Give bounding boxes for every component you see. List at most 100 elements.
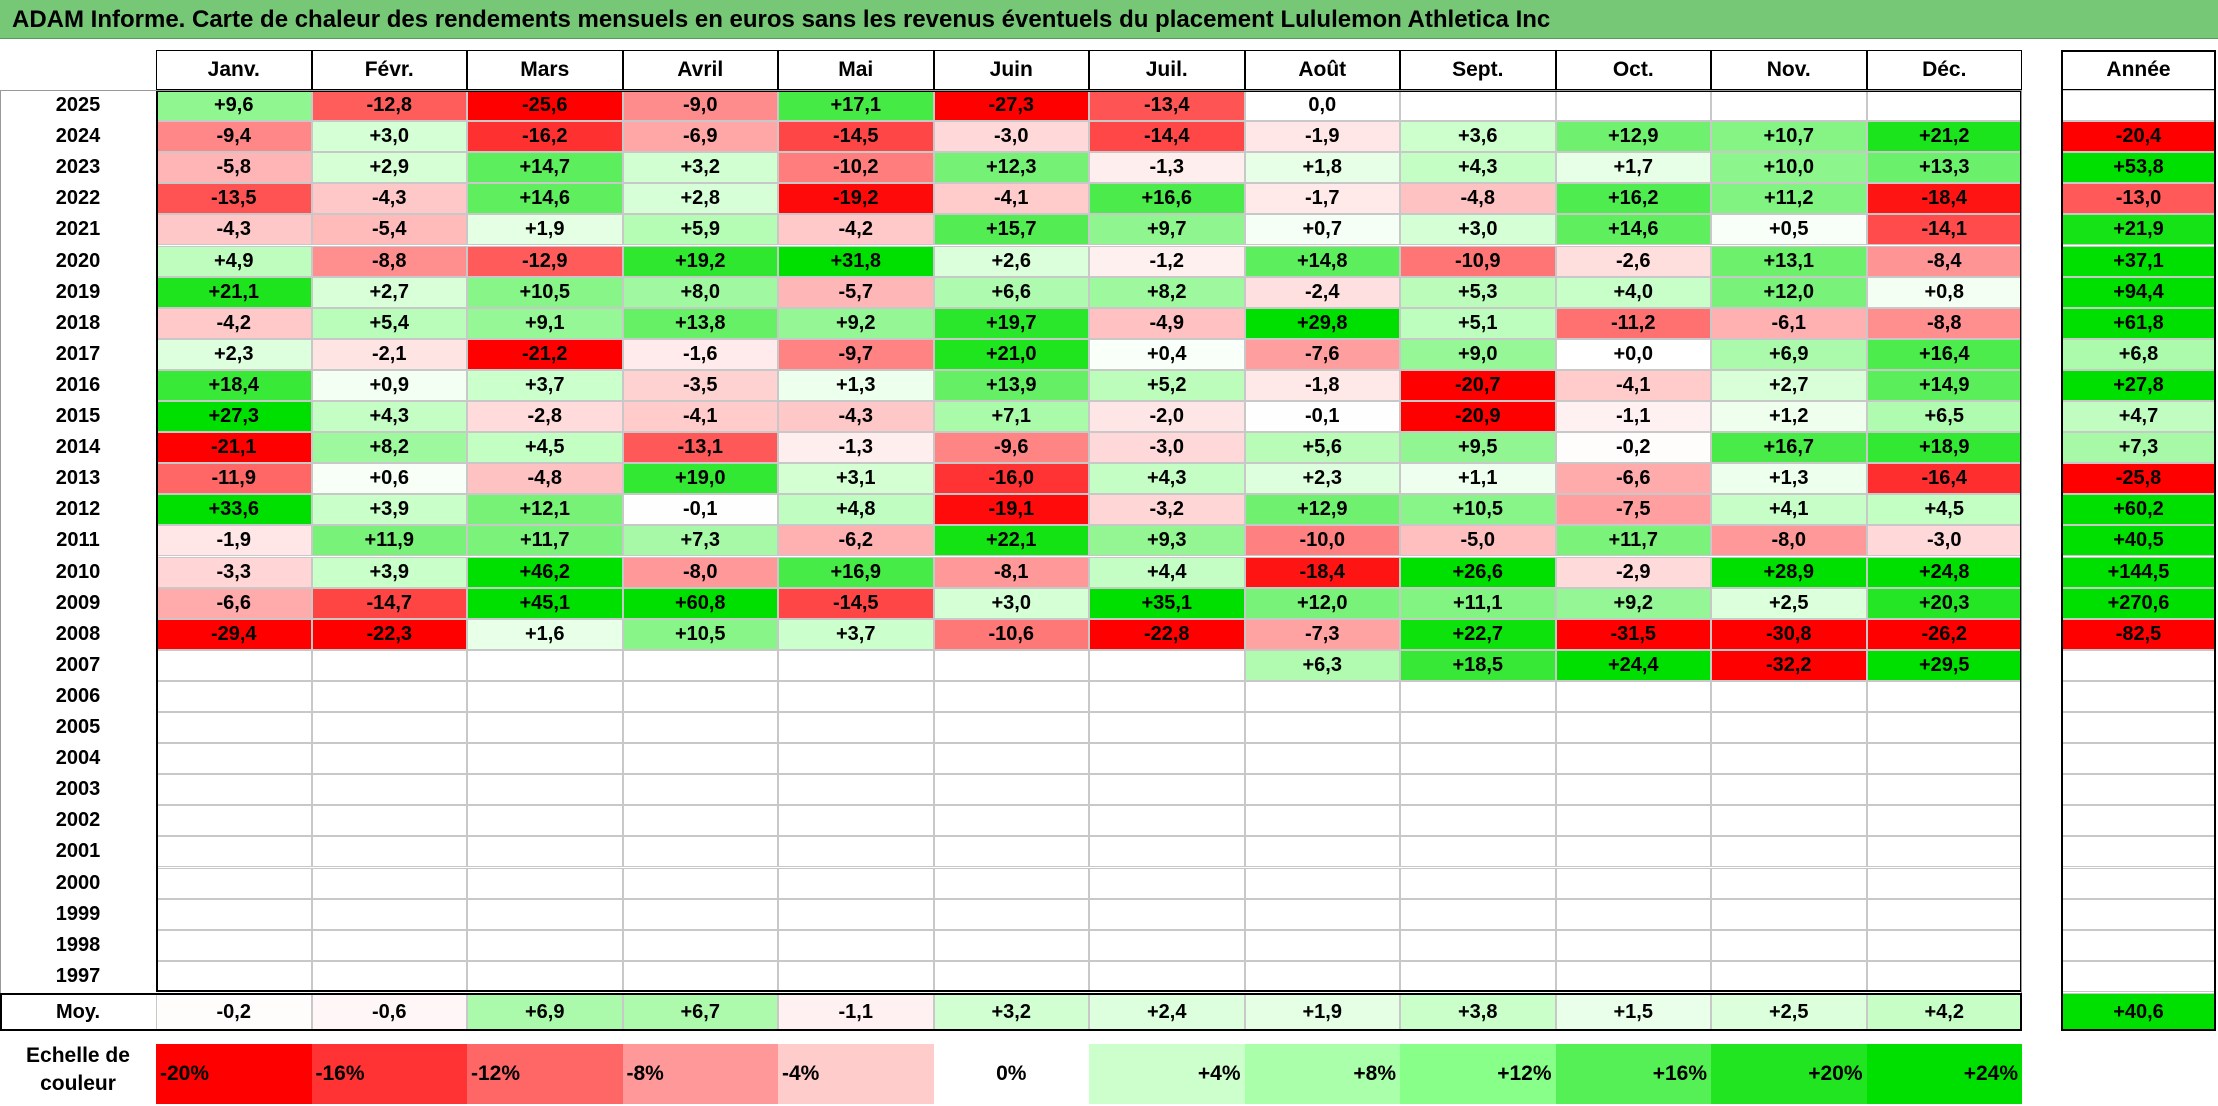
heatmap-cell xyxy=(778,774,934,806)
heatmap-cell: -32,2 xyxy=(1711,649,1867,681)
heatmap-cell: -10,2 xyxy=(778,152,934,184)
heatmap-cell: -26,2 xyxy=(1866,618,2022,650)
heatmap-cell: +12,0 xyxy=(1244,587,1400,619)
heatmap-cell: +45,1 xyxy=(467,587,623,619)
heatmap-cell xyxy=(1400,774,1556,806)
heatmap-cell: -11,9 xyxy=(156,463,312,495)
average-cell: -0,2 xyxy=(156,993,312,1031)
year-label: 2022 xyxy=(55,187,101,210)
heatmap-cell xyxy=(467,867,623,899)
heatmap-cell: +11,7 xyxy=(1555,525,1711,557)
heatmap-cell xyxy=(311,649,467,681)
year-label: 2009 xyxy=(55,591,101,614)
heatmap-cell: -2,8 xyxy=(467,401,623,433)
heatmap-cell: -9,4 xyxy=(156,121,312,153)
year-label: 2004 xyxy=(55,747,101,770)
heatmap-cell: +2,8 xyxy=(622,183,778,215)
heatmap-cell xyxy=(1089,743,1245,775)
heatmap-cell xyxy=(1866,805,2022,837)
heatmap-cell: -16,0 xyxy=(933,463,1089,495)
annual-cell xyxy=(2061,836,2216,868)
heatmap-cell: +5,9 xyxy=(622,214,778,246)
heatmap-cell xyxy=(622,774,778,806)
heatmap-cell: +29,5 xyxy=(1866,649,2022,681)
heatmap-cell xyxy=(1089,929,1245,961)
heatmap-cell xyxy=(1711,898,1867,930)
year-label: 2007 xyxy=(55,653,101,676)
heatmap-cell xyxy=(1555,898,1711,930)
heatmap-cell: +10,0 xyxy=(1711,152,1867,184)
heatmap-cell: +0,8 xyxy=(1866,276,2022,308)
heatmap-cell: +16,6 xyxy=(1089,183,1245,215)
heatmap-cell xyxy=(156,680,312,712)
month-header: Août xyxy=(1244,50,1400,90)
heatmap-cell: -14,5 xyxy=(778,587,934,619)
heatmap-cell: +16,2 xyxy=(1555,183,1711,215)
year-label: 2021 xyxy=(55,218,101,241)
heatmap-cell xyxy=(1400,960,1556,992)
heatmap-cell xyxy=(156,929,312,961)
annual-cell: +53,8 xyxy=(2061,152,2216,184)
heatmap-cell xyxy=(156,712,312,744)
heatmap-cell: +16,9 xyxy=(778,556,934,588)
heatmap-cell xyxy=(311,929,467,961)
heatmap-cell xyxy=(933,805,1089,837)
heatmap-cell xyxy=(1555,805,1711,837)
annual-cell: +21,9 xyxy=(2061,214,2216,246)
title-bar: ADAM Informe. Carte de chaleur des rende… xyxy=(0,0,2218,39)
heatmap-cell: +17,1 xyxy=(778,90,934,122)
heatmap-cell xyxy=(311,774,467,806)
heatmap-cell: -22,3 xyxy=(311,618,467,650)
heatmap-cell xyxy=(933,867,1089,899)
heatmap-cell: +14,8 xyxy=(1244,245,1400,277)
heatmap-cell: -29,4 xyxy=(156,618,312,650)
heatmap-cell: -1,7 xyxy=(1244,183,1400,215)
heatmap-cell: -12,8 xyxy=(311,90,467,122)
color-scale-swatch: +12% xyxy=(1400,1044,1556,1104)
heatmap-cell xyxy=(778,649,934,681)
annual-cell xyxy=(2061,680,2216,712)
heatmap-cell xyxy=(467,805,623,837)
heatmap-cell: -2,1 xyxy=(311,338,467,370)
heatmap-cell: +26,6 xyxy=(1400,556,1556,588)
color-scale-swatch: -4% xyxy=(778,1044,934,1104)
heatmap-cell: +7,1 xyxy=(933,401,1089,433)
heatmap-cell: -1,1 xyxy=(1555,401,1711,433)
heatmap-cell xyxy=(933,774,1089,806)
heatmap-cell: -2,6 xyxy=(1555,245,1711,277)
annual-cell: +61,8 xyxy=(2061,307,2216,339)
color-scale-swatch: 0% xyxy=(933,1044,1089,1104)
heatmap-cell: -1,3 xyxy=(778,432,934,464)
heatmap-cell xyxy=(467,649,623,681)
heatmap-cell: +46,2 xyxy=(467,556,623,588)
heatmap-cell: +3,9 xyxy=(311,494,467,526)
heatmap-cell: +4,1 xyxy=(1711,494,1867,526)
heatmap-cell: +11,7 xyxy=(467,525,623,557)
year-label: 2014 xyxy=(55,436,101,459)
heatmap-cell: -1,3 xyxy=(1089,152,1245,184)
heatmap-cell: +9,5 xyxy=(1400,432,1556,464)
heatmap-cell: +3,0 xyxy=(933,587,1089,619)
heatmap-cell: -3,2 xyxy=(1089,494,1245,526)
heatmap-cell: +4,9 xyxy=(156,245,312,277)
heatmap-cell xyxy=(156,649,312,681)
heatmap-cell: +22,1 xyxy=(933,525,1089,557)
heatmap-cell xyxy=(1244,836,1400,868)
heatmap-cell: -21,2 xyxy=(467,338,623,370)
year-label: 2012 xyxy=(55,498,101,521)
color-scale-swatch: +16% xyxy=(1555,1044,1711,1104)
heatmap-cell xyxy=(1400,90,1556,122)
heatmap-cell xyxy=(933,649,1089,681)
heatmap-cell: +27,3 xyxy=(156,401,312,433)
annual-cell: +6,8 xyxy=(2061,338,2216,370)
heatmap-cell: -1,2 xyxy=(1089,245,1245,277)
year-label: 2020 xyxy=(55,249,101,272)
heatmap-cell: -18,4 xyxy=(1866,183,2022,215)
heatmap-cell: -2,9 xyxy=(1555,556,1711,588)
year-label: 2010 xyxy=(55,560,101,583)
heatmap-cell xyxy=(1555,929,1711,961)
heatmap-cell: +29,8 xyxy=(1244,307,1400,339)
heatmap-cell: +24,8 xyxy=(1866,556,2022,588)
heatmap-cell: +3,0 xyxy=(1400,214,1556,246)
annual-cell xyxy=(2061,649,2216,681)
